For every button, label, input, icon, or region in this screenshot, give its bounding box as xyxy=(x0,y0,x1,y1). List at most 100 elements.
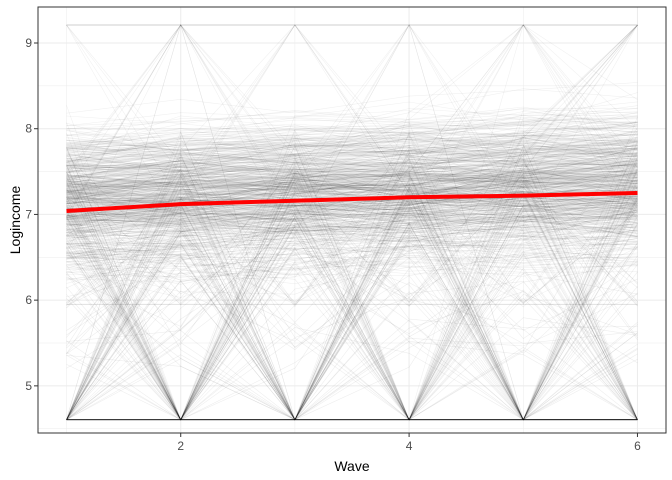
trajectory-line xyxy=(66,215,638,421)
trajectory-line xyxy=(66,24,638,421)
trajectory-line xyxy=(66,218,638,243)
trajectory-line xyxy=(66,111,638,156)
trajectory-line xyxy=(66,196,638,304)
trajectory-line xyxy=(66,242,638,260)
trajectory-line xyxy=(66,177,638,307)
trajectory-line xyxy=(66,167,638,421)
trajectory-line xyxy=(66,216,638,235)
trajectory-line xyxy=(66,163,638,199)
trajectory-line xyxy=(66,263,638,420)
trajectory-line xyxy=(66,178,638,215)
trajectory-line xyxy=(66,177,638,200)
trajectory-line xyxy=(66,230,638,420)
trajectory-line xyxy=(66,180,638,421)
y-axis-title: Logincome xyxy=(7,186,23,255)
trajectory-line xyxy=(66,24,638,252)
trajectory-line xyxy=(66,159,638,199)
trajectory-line xyxy=(66,194,638,216)
x-axis-ticks: 2 4 6 xyxy=(177,433,641,453)
trajectory-line xyxy=(66,166,638,421)
trajectory-line xyxy=(66,153,638,178)
trajectory-line xyxy=(66,163,638,191)
trajectory-line xyxy=(66,158,638,188)
trajectory-line xyxy=(66,165,638,302)
trajectory-line xyxy=(66,157,638,421)
trajectory-line xyxy=(66,202,638,227)
trajectory-line xyxy=(66,145,638,186)
trajectory-line xyxy=(66,112,638,304)
trajectory-line xyxy=(66,139,638,420)
trajectory-line xyxy=(66,201,638,304)
trajectory-line xyxy=(66,178,638,220)
trajectory-line xyxy=(66,24,638,217)
trajectory-line xyxy=(66,24,638,201)
trajectory-line xyxy=(66,174,638,421)
x-tick-label: 2 xyxy=(177,439,184,453)
trajectory-line xyxy=(66,24,638,206)
trajectory-line xyxy=(66,227,638,266)
trajectory-line xyxy=(66,148,638,179)
trajectory-line xyxy=(66,24,638,421)
x-axis-title: Wave xyxy=(334,458,369,474)
trajectory-line xyxy=(66,215,638,231)
trajectory-line xyxy=(66,121,638,150)
trajectory-line xyxy=(66,137,638,180)
trajectory-line xyxy=(66,223,638,421)
trajectory-line xyxy=(66,164,638,198)
trajectory-line xyxy=(66,237,638,283)
trajectory-line xyxy=(66,149,638,421)
trajectory-line xyxy=(66,136,638,185)
trajectory-line xyxy=(66,115,638,155)
trajectory-line xyxy=(66,134,638,161)
trajectory-line xyxy=(66,236,638,284)
trajectory-line xyxy=(66,156,638,421)
trajectory-line xyxy=(66,171,638,194)
trajectory-line xyxy=(66,162,638,200)
trajectory-line xyxy=(66,155,638,420)
trajectory-line xyxy=(66,24,638,421)
trajectory-line xyxy=(66,172,638,421)
trajectory-line xyxy=(66,197,638,224)
trajectory-line xyxy=(66,160,638,192)
trajectory-line xyxy=(66,167,638,420)
trajectory-line xyxy=(66,241,638,277)
trajectory-line xyxy=(66,167,638,421)
trajectory-line xyxy=(66,174,638,225)
trajectory-line xyxy=(66,173,638,228)
trajectory-line xyxy=(66,146,638,173)
trajectory-line xyxy=(66,171,638,421)
trajectory-line xyxy=(66,24,638,420)
trajectory-line xyxy=(66,173,638,192)
trajectory-line xyxy=(66,24,638,188)
trajectory-line xyxy=(66,112,638,147)
trajectory-line xyxy=(66,156,638,338)
trajectory-line xyxy=(66,207,638,241)
trajectory-line xyxy=(66,174,638,193)
trajectory-line xyxy=(66,231,638,252)
trajectory-line xyxy=(66,134,638,167)
trajectory-line xyxy=(66,235,638,303)
trajectory-line xyxy=(66,143,638,421)
trajectory-line xyxy=(66,24,638,171)
trajectory-line xyxy=(66,192,638,237)
trajectory-line xyxy=(66,262,638,297)
trajectory-line xyxy=(66,137,638,159)
trajectory-line xyxy=(66,182,638,421)
trajectory-line xyxy=(66,205,638,224)
trajectory-line xyxy=(66,154,638,187)
major-gridlines xyxy=(38,7,666,433)
trajectory-line xyxy=(66,172,638,214)
trajectory-line xyxy=(66,172,638,421)
trajectory-line xyxy=(66,142,638,176)
trajectory-line xyxy=(66,195,638,420)
trajectory-line xyxy=(66,199,638,225)
trajectory-line xyxy=(66,186,638,210)
trajectory-line xyxy=(66,181,638,421)
trajectory-line xyxy=(66,195,638,221)
trajectory-line xyxy=(66,124,638,158)
trajectory-line xyxy=(66,24,638,259)
trajectory-line xyxy=(66,148,638,167)
trajectory-line xyxy=(66,255,638,269)
trajectory-line xyxy=(66,224,638,421)
trajectory-line xyxy=(66,172,638,204)
